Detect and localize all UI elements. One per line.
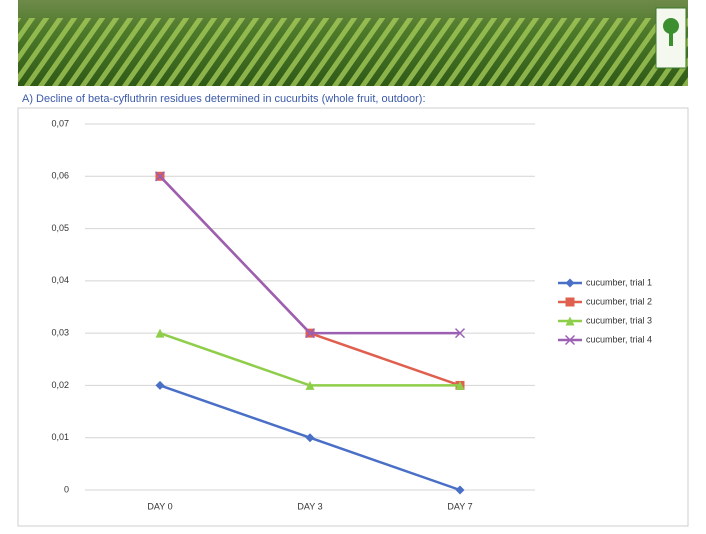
legend-label: cucumber, trial 1 [586,277,652,287]
y-tick-label: 0,01 [51,432,69,442]
point [565,297,575,307]
point [154,171,166,182]
y-tick-label: 0,05 [51,223,69,233]
y-tick-label: 0,07 [51,118,69,128]
point [454,328,466,339]
point [455,380,465,390]
x-tick-label: DAY 3 [297,501,322,511]
y-tick-label: 0,03 [51,328,69,338]
y-tick-label: 0 [64,484,69,494]
y-tick-label: 0,06 [51,171,69,181]
legend-label: cucumber, trial 2 [586,296,652,306]
x-tick-label: DAY 7 [447,501,472,511]
point [564,334,576,346]
banner [18,0,688,86]
slide-heading: A) Decline of beta-cyfluthrin residues d… [22,93,426,105]
point [565,278,575,288]
point [305,433,315,443]
point [455,485,465,495]
point [565,316,575,326]
y-tick-label: 0,04 [51,275,69,285]
point [155,328,165,338]
point [304,328,316,339]
x-tick-label: DAY 0 [147,501,172,511]
chart-frame [17,107,689,527]
point [155,380,165,390]
legend-label: cucumber, trial 3 [586,315,652,325]
y-tick-label: 0,02 [51,380,69,390]
legend-label: cucumber, trial 4 [586,334,652,344]
point [305,380,315,390]
